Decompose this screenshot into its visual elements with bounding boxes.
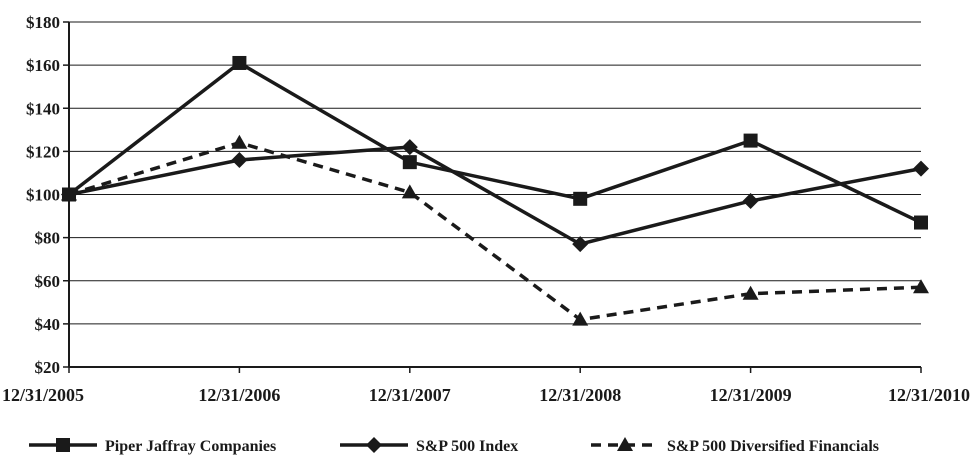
data-point [231, 152, 248, 168]
x-tick-label: 12/31/2008 [539, 385, 621, 405]
y-axis-ticks: $20 $40 $60 $80 $100 $120 $140 $160 $180 [26, 13, 69, 377]
legend: Piper Jaffray Companies S&P 500 Index S&P … [29, 437, 879, 455]
y-tick-label: $160 [26, 56, 60, 75]
y-tick-label: $40 [35, 315, 61, 334]
x-tick-label: 12/31/2007 [369, 385, 451, 405]
y-tick-label: $120 [26, 142, 60, 161]
data-point [913, 279, 929, 294]
x-tick-label: 12/31/2006 [198, 385, 280, 405]
y-tick-label: $80 [35, 229, 61, 248]
data-point [232, 55, 247, 70]
legend-marker [617, 437, 633, 451]
y-tick-label: $140 [26, 99, 60, 118]
legend-label: Piper Jaffray Companies [105, 438, 276, 455]
series-line [67, 60, 922, 225]
y-tick-label: $100 [26, 186, 60, 205]
data-point [61, 186, 77, 201]
data-point [401, 139, 418, 156]
series-group [61, 55, 929, 326]
x-tick-label: 12/31/2010 [888, 385, 970, 405]
legend-label: S&P 500 Diversified Financials [667, 438, 879, 455]
data-point [913, 160, 929, 177]
series-line [68, 145, 922, 246]
x-axis-ticks: 12/31/2005 12/31/2006 12/31/2007 12/31/2008… [2, 367, 970, 405]
y-tick-label: $20 [35, 358, 61, 377]
data-point [742, 192, 759, 209]
series-line [68, 140, 922, 322]
data-point [572, 236, 589, 253]
data-point [914, 215, 928, 230]
data-point [401, 184, 418, 199]
x-tick-label: 12/31/2005 [2, 385, 84, 405]
legend-marker [366, 437, 382, 453]
data-point [402, 155, 417, 170]
data-point [231, 134, 248, 149]
y-tick-label: $180 [26, 13, 60, 32]
data-point [573, 191, 588, 206]
legend-label: S&P 500 Index [416, 438, 518, 455]
x-tick-label: 12/31/2009 [710, 385, 792, 405]
data-point [572, 311, 589, 326]
data-point [742, 285, 759, 300]
data-point [743, 133, 758, 148]
legend-marker [56, 438, 70, 452]
y-tick-label: $60 [35, 272, 61, 291]
